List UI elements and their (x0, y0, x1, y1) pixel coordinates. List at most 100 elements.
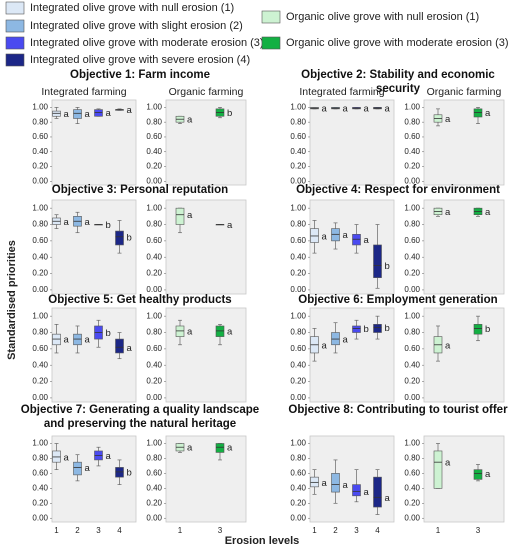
box (331, 473, 340, 493)
y-tick-label: 0.60 (404, 132, 420, 141)
group-letter: b (127, 232, 132, 243)
group-letter: b (485, 324, 490, 335)
y-tick-label: 0.80 (32, 328, 48, 337)
legend-swatch (5, 19, 25, 33)
y-tick-label: 0.40 (290, 147, 306, 156)
box (115, 230, 124, 246)
objective-title: Objective 8: Contributing to tourist off… (288, 404, 508, 416)
box (175, 325, 185, 337)
group-letter: b (106, 328, 111, 339)
y-tick-label: 0.60 (290, 469, 306, 478)
y-tick-label: 0.00 (146, 513, 162, 522)
box (433, 450, 443, 489)
y-tick-label: 1.00 (32, 439, 48, 448)
y-tick-label: 1.00 (290, 311, 306, 320)
group-letter: a (364, 104, 370, 115)
plot-area (51, 435, 137, 523)
group-letter: a (127, 105, 133, 116)
x-axis-label: Erosion levels (225, 535, 300, 547)
x-tick-label: 3 (354, 526, 359, 535)
box (373, 324, 382, 333)
box (473, 469, 483, 480)
y-tick-label: 0.60 (146, 344, 162, 353)
panel-subtitle: Integrated farming (299, 86, 384, 98)
y-tick-label: 0.20 (290, 162, 306, 171)
group-letter: a (64, 217, 70, 228)
y-tick-label: 0.80 (32, 117, 48, 126)
plot-area (423, 307, 505, 403)
y-tick-label: 0.80 (146, 454, 162, 463)
plot-area (309, 307, 395, 403)
group-letter: b (385, 323, 390, 334)
box (73, 333, 82, 346)
y-tick-label: 0.40 (146, 147, 162, 156)
y-tick-label: 0.00 (290, 285, 306, 294)
y-tick-label: 1.00 (404, 311, 420, 320)
y-tick-label: 0.20 (404, 498, 420, 507)
y-tick-label: 0.00 (290, 513, 306, 522)
group-letter: b (385, 261, 390, 272)
y-tick-label: 0.00 (404, 513, 420, 522)
y-tick-label: 0.20 (146, 269, 162, 278)
box (215, 325, 225, 337)
y-tick-label: 0.20 (32, 498, 48, 507)
y-tick-label: 0.40 (32, 147, 48, 156)
group-letter: a (445, 114, 451, 125)
y-tick-label: 1.00 (290, 203, 306, 212)
group-letter: a (227, 443, 233, 454)
y-tick-label: 0.60 (146, 236, 162, 245)
group-letter: a (227, 326, 233, 337)
y-tick-label: 0.40 (146, 252, 162, 261)
y-tick-label: 0.00 (290, 393, 306, 402)
group-letter: a (322, 340, 328, 351)
box (73, 461, 82, 476)
y-tick-label: 0.20 (404, 162, 420, 171)
y-tick-label: 0.80 (404, 117, 420, 126)
group-letter: b (227, 108, 232, 119)
objective-title-box: Objective 5: Get healthy products (48, 294, 231, 306)
group-letter: a (485, 207, 491, 218)
y-tick-label: 0.80 (290, 117, 306, 126)
y-tick-label: 0.40 (404, 483, 420, 492)
legend-label: Integrated olive grove with null erosion… (30, 2, 234, 14)
y-tick-label: 0.20 (290, 377, 306, 386)
y-tick-label: 0.40 (404, 252, 420, 261)
box (352, 234, 361, 246)
box (115, 338, 124, 354)
objective-title: Objective 2: Stability and economic secu… (301, 69, 495, 95)
x-tick-label: 4 (117, 526, 122, 535)
y-tick-label: 0.80 (404, 220, 420, 229)
y-tick-label: 0.40 (32, 483, 48, 492)
y-tick-label: 0.00 (404, 393, 420, 402)
y-tick-label: 0.60 (146, 132, 162, 141)
y-tick-label: 0.20 (146, 498, 162, 507)
legend-swatch (261, 36, 281, 50)
y-tick-label: 0.20 (32, 377, 48, 386)
y-tick-label: 0.00 (32, 285, 48, 294)
group-letter: a (445, 340, 451, 351)
y-tick-label: 0.00 (32, 176, 48, 185)
group-letter: a (187, 210, 193, 221)
objective-title-box: Objective 2: Stability and economic secu… (301, 69, 495, 95)
objective-title: Objective 1: Farm income (70, 69, 210, 81)
plot-area (51, 199, 137, 295)
group-letter: a (187, 443, 193, 454)
group-letter: b (364, 324, 369, 335)
legend-swatch (5, 53, 25, 67)
y-tick-label: 0.00 (404, 285, 420, 294)
objective-title: Objective 6: Employment generation (298, 294, 498, 306)
group-letter: a (343, 480, 349, 491)
panel-subtitle: Organic farming (427, 86, 502, 98)
box (373, 476, 382, 508)
y-tick-label: 0.40 (146, 360, 162, 369)
y-tick-label: 0.00 (404, 176, 420, 185)
group-letter: a (485, 108, 491, 119)
group-letter: a (85, 217, 91, 228)
y-tick-label: 0.60 (32, 236, 48, 245)
y-tick-label: 0.20 (146, 377, 162, 386)
group-letter: a (64, 109, 70, 120)
y-tick-label: 0.60 (290, 236, 306, 245)
objective-title-box: Objective 8: Contributing to tourist off… (288, 404, 508, 416)
x-tick-label: 2 (333, 526, 338, 535)
